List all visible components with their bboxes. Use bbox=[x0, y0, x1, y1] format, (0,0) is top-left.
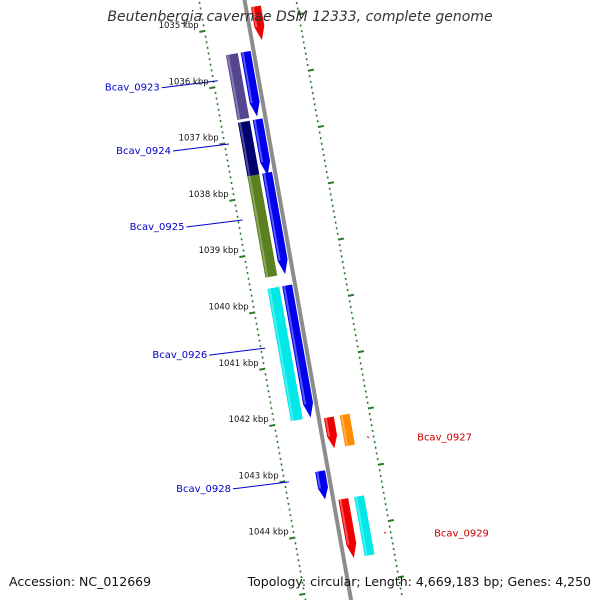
gene-label[interactable]: Bcav_0928 bbox=[176, 484, 231, 495]
topology-label: Topology: circular; Length: 4,669,183 bp… bbox=[247, 574, 591, 589]
gene-feature-plus[interactable] bbox=[237, 120, 260, 180]
gene-label[interactable]: Bcav_0924 bbox=[116, 146, 171, 157]
gene-label-leader bbox=[161, 80, 218, 89]
feature-shading bbox=[283, 285, 307, 405]
gene-feature-plus[interactable] bbox=[225, 53, 250, 120]
ruler-tick bbox=[397, 575, 405, 579]
ruler-tick bbox=[269, 423, 276, 427]
ruler-tick bbox=[299, 592, 306, 596]
gene-label[interactable]: Bcav_0929 bbox=[434, 528, 489, 539]
gene-feature-plus[interactable] bbox=[247, 174, 278, 278]
gene-label[interactable]: Bcav_0926 bbox=[152, 350, 207, 361]
cds-arrow-minus[interactable] bbox=[250, 5, 265, 41]
ruler-minus-strand bbox=[295, 1, 405, 596]
ruler-tick bbox=[279, 480, 286, 484]
kbp-tick-label: 1038 kbp bbox=[189, 190, 229, 200]
kbp-tick-label: 1039 kbp bbox=[199, 246, 239, 256]
gene-label-leader bbox=[232, 481, 290, 490]
cds-arrow-plus[interactable] bbox=[315, 470, 328, 500]
kbp-tick-labels: 1035 kbp 1036 kbp 1037 kbp 1038 kbp 1039 kbp… bbox=[159, 21, 289, 538]
ruler-tick bbox=[367, 406, 375, 410]
kbp-tick-label: 1037 kbp bbox=[179, 134, 219, 144]
kbp-tick-label: 1043 kbp bbox=[239, 471, 279, 481]
gene-feature-minus[interactable] bbox=[354, 495, 375, 557]
ruler-tick bbox=[289, 536, 296, 540]
ruler-tick bbox=[317, 124, 325, 128]
gene-label-leader bbox=[172, 143, 230, 152]
ruler-plus-strand bbox=[198, 1, 307, 600]
cds-arrow-plus[interactable] bbox=[240, 50, 260, 117]
gene-label-leader bbox=[209, 347, 266, 356]
feature-shading bbox=[248, 175, 269, 278]
gene-label[interactable]: Bcav_0927 bbox=[417, 433, 472, 444]
kbp-tick-label: 1044 kbp bbox=[249, 528, 289, 538]
ruler-tick bbox=[229, 198, 236, 202]
gene-label-leader bbox=[383, 531, 387, 534]
feature-shading bbox=[251, 6, 258, 28]
feature-shading bbox=[238, 122, 251, 179]
gene-labels: Bcav_0923 Bcav_0924 Bcav_0925 Bcav_0926 Bcav… bbox=[105, 80, 489, 539]
ruler-tick bbox=[357, 350, 365, 354]
gene-feature-plus[interactable] bbox=[267, 286, 303, 422]
ruler-tick bbox=[387, 519, 395, 523]
feature-shading bbox=[263, 173, 281, 261]
gene-feature-minus[interactable] bbox=[339, 413, 355, 447]
kbp-tick-label: 1035 kbp bbox=[159, 21, 199, 31]
cds-arrow-minus[interactable] bbox=[338, 498, 357, 559]
feature-shading bbox=[340, 414, 349, 447]
feature-shading bbox=[268, 288, 294, 422]
feature-shading bbox=[324, 417, 331, 437]
kbp-tick-label: 1036 kbp bbox=[169, 77, 209, 87]
genome-backbone bbox=[242, 0, 354, 600]
cds-arrow-plus[interactable] bbox=[262, 171, 288, 275]
feature-shading bbox=[241, 52, 253, 104]
ruler-tick bbox=[307, 68, 315, 72]
kbp-tick-label: 1041 kbp bbox=[219, 359, 259, 369]
ruler-tick bbox=[249, 311, 256, 315]
ruler-tick bbox=[337, 237, 345, 241]
gene-label[interactable]: Bcav_0925 bbox=[130, 222, 185, 233]
feature-shading bbox=[355, 496, 368, 557]
feature-shading bbox=[316, 471, 322, 489]
ruler-tick bbox=[259, 367, 266, 371]
ruler-tick bbox=[239, 255, 246, 259]
kbp-tick-label: 1040 kbp bbox=[209, 303, 249, 313]
ruler-tick bbox=[209, 86, 216, 90]
ruler-tick bbox=[347, 293, 355, 297]
cds-arrow-minus[interactable] bbox=[323, 416, 338, 449]
gene-label-leader bbox=[186, 219, 243, 228]
ruler-tick bbox=[199, 29, 206, 33]
map-title: Beutenbergia cavernae DSM 12333, complet… bbox=[107, 9, 493, 25]
gene-label-leader bbox=[366, 436, 370, 439]
gene-label[interactable]: Bcav_0923 bbox=[105, 83, 160, 94]
cds-arrow-plus[interactable] bbox=[282, 284, 314, 418]
ruler-tick bbox=[297, 12, 305, 16]
gene-features bbox=[225, 5, 375, 559]
cds-arrow-plus[interactable] bbox=[252, 118, 271, 176]
ruler-tick bbox=[377, 462, 385, 466]
feature-shading bbox=[253, 119, 264, 163]
feature-shading bbox=[226, 54, 241, 120]
feature-shading bbox=[339, 499, 350, 545]
ruler-tick bbox=[219, 142, 226, 146]
ruler-tick bbox=[327, 181, 335, 185]
accession-label: Accession: NC_012669 bbox=[9, 574, 152, 589]
kbp-tick-label: 1042 kbp bbox=[229, 415, 269, 425]
